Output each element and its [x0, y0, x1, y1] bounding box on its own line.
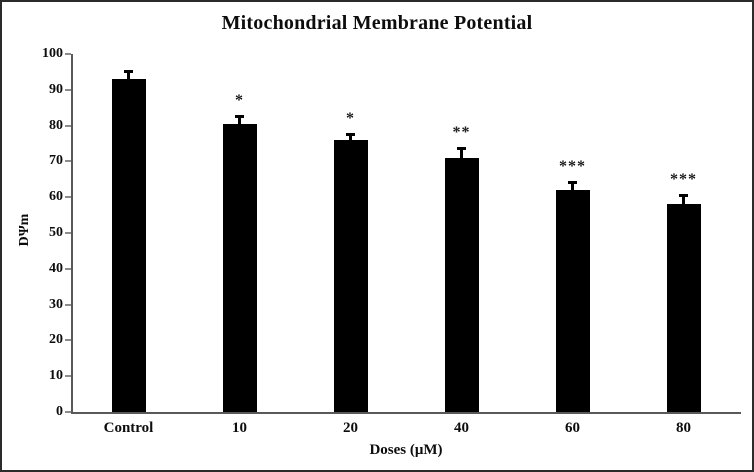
- bar-60: [555, 190, 590, 412]
- error-bar-cap: [235, 114, 244, 118]
- x-tick-label: 20: [343, 420, 358, 436]
- error-bar-cap: [679, 193, 688, 197]
- y-tick-label: 30: [49, 296, 63, 312]
- y-tick-label: 100: [42, 46, 63, 61]
- plot-area: 100 90 80 70 60 50 40 30 20 10 0 * * ** *** *** Contro…: [42, 46, 741, 436]
- error-bar: [682, 193, 685, 205]
- y-tick-mark: [65, 232, 71, 234]
- significance-marker: ***: [559, 158, 586, 176]
- significance-marker: **: [452, 124, 471, 142]
- error-bar: [127, 70, 130, 80]
- y-tick-mark: [65, 375, 71, 378]
- x-axis-title: Doses (μM): [369, 442, 443, 458]
- bar-10: [222, 123, 257, 412]
- chart-title: Mitochondrial Membrane Potential: [221, 12, 533, 34]
- error-bar: [349, 132, 352, 140]
- y-tick-mark: [65, 124, 71, 127]
- bar-40: [444, 157, 479, 412]
- x-tick-label: 80: [676, 420, 691, 436]
- y-tick-label: 10: [49, 368, 63, 384]
- x-tick-label: Control: [103, 420, 154, 436]
- error-bar-cap: [124, 70, 133, 74]
- y-tick-mark: [65, 339, 71, 342]
- significance-marker: *: [235, 91, 244, 109]
- bar-control: [111, 79, 146, 412]
- x-tick-label: 60: [565, 420, 580, 436]
- y-tick-label: 40: [49, 260, 63, 276]
- significance-marker: *: [346, 109, 355, 127]
- y-axis-line: [71, 54, 73, 414]
- y-tick-label: 0: [56, 404, 63, 419]
- y-tick-label: 90: [49, 81, 63, 97]
- significance-marker: ***: [670, 170, 697, 188]
- y-tick-label: 50: [49, 225, 63, 240]
- y-tick-mark: [65, 160, 71, 163]
- bar-80: [666, 204, 701, 412]
- y-tick-mark: [65, 53, 71, 55]
- y-tick-mark: [65, 267, 71, 270]
- y-tick-mark: [65, 196, 71, 199]
- error-bar-cap: [346, 132, 355, 136]
- y-tick-mark: [65, 88, 71, 91]
- bar-20: [333, 139, 368, 412]
- error-bar-cap: [568, 181, 577, 185]
- y-tick-mark: [65, 303, 71, 306]
- error-bar: [571, 181, 574, 191]
- x-axis-line: [71, 412, 741, 414]
- error-bar: [460, 147, 463, 158]
- x-tick-label: 10: [232, 420, 247, 436]
- error-bar-cap: [457, 147, 466, 151]
- error-bar: [238, 114, 241, 124]
- y-tick-mark: [65, 411, 71, 413]
- y-tick-label: 60: [49, 189, 63, 205]
- y-tick-label: 20: [49, 332, 63, 348]
- y-tick-label: 70: [49, 153, 63, 169]
- x-tick-label: 40: [454, 420, 469, 436]
- y-tick-label: 80: [49, 117, 63, 133]
